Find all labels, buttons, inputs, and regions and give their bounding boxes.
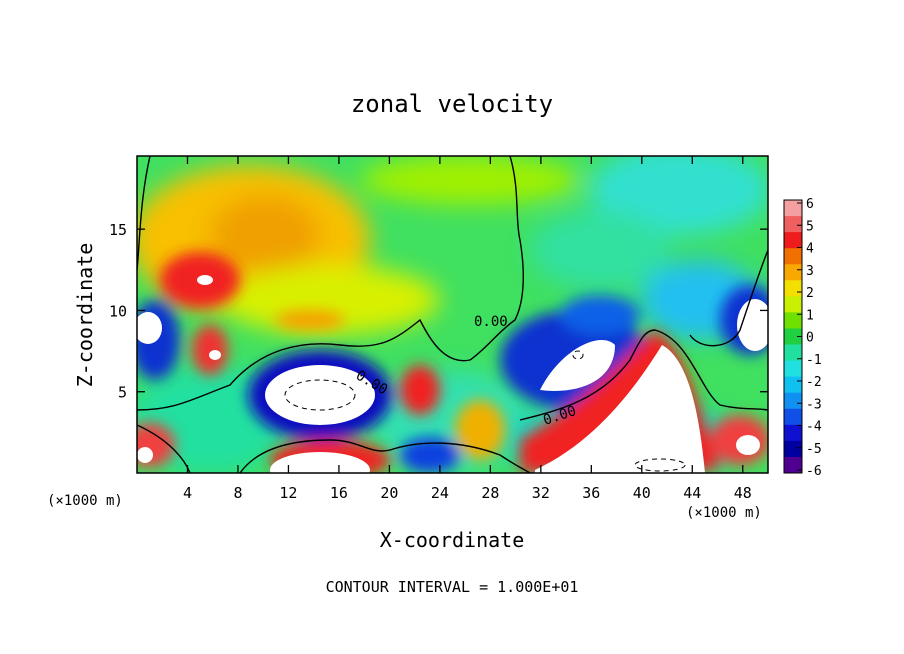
chart-title: zonal velocity <box>351 90 553 118</box>
colorbar-tick-label: 6 <box>806 197 814 212</box>
x-tick-label: 40 <box>633 484 651 502</box>
colorbar-swatch <box>784 200 802 217</box>
colorbar-tick-label: -6 <box>806 464 822 479</box>
x-tick-label: 48 <box>734 484 752 502</box>
colorbar-swatch <box>784 440 802 458</box>
y-tick-label: 10 <box>109 302 127 320</box>
x-tick-label: 8 <box>233 484 242 502</box>
colorbar-tick-label: -4 <box>806 420 822 435</box>
colorbar-tick-label: 0 <box>806 331 814 346</box>
x-tick-label: 44 <box>683 484 701 502</box>
colorbar-swatch <box>784 264 802 281</box>
colorbar-tick-label: 5 <box>806 219 814 234</box>
colorbar-swatch <box>784 376 802 394</box>
x-tick-label: 12 <box>279 484 297 502</box>
heatmap-field <box>137 156 768 473</box>
colorbar-swatch <box>784 328 802 346</box>
colorbar-swatch <box>784 344 802 362</box>
colorbar-swatch <box>784 360 802 378</box>
colorbar: 6 5 4 3 2 1 0 -1 -2 -3 -4 -5 -6 <box>783 197 822 479</box>
y-tick-label: 15 <box>109 221 127 239</box>
colorbar-tick-label: 3 <box>806 264 814 279</box>
colorbar-swatch <box>784 312 802 329</box>
colorbar-tick-label: 4 <box>806 242 814 257</box>
x-tick-label: 16 <box>330 484 348 502</box>
colorbar-swatch <box>784 392 802 410</box>
contour-label: 0.00 <box>474 314 508 330</box>
y-axis-label: Z-coordinate <box>73 243 97 388</box>
x-unit-label-right: (×1000 m) <box>686 505 762 521</box>
colorbar-swatch <box>784 296 802 313</box>
x-tick-label: 32 <box>532 484 550 502</box>
x-unit-label-left: (×1000 m) <box>47 493 123 509</box>
y-tick-label: 5 <box>118 384 127 402</box>
colorbar-tick-label: 1 <box>806 308 814 323</box>
colorbar-swatch <box>784 232 802 249</box>
colorbar-tick-label: -3 <box>806 397 822 412</box>
colorbar-tick-label: -1 <box>806 353 822 368</box>
colorbar-swatch <box>784 280 802 297</box>
colorbar-swatch <box>784 408 802 426</box>
contour-interval-footer: CONTOUR INTERVAL = 1.000E+01 <box>326 578 579 596</box>
colorbar-tick-label: 2 <box>806 286 814 301</box>
colorbar-swatch <box>784 216 802 233</box>
colorbar-swatch <box>784 456 802 474</box>
x-tick-label: 4 <box>183 484 192 502</box>
x-tick-label: 24 <box>431 484 449 502</box>
x-tick-label: 20 <box>380 484 398 502</box>
colorbar-tick-label: -2 <box>806 375 822 390</box>
plot-frame <box>136 155 769 474</box>
x-tick-label: 36 <box>582 484 600 502</box>
x-axis: 4 8 12 16 20 24 28 32 36 40 44 48 <box>183 156 752 502</box>
colorbar-tick-label: -5 <box>806 442 822 457</box>
colorbar-swatch <box>784 424 802 442</box>
colorbar-swatch <box>784 248 802 265</box>
x-tick-label: 28 <box>481 484 499 502</box>
y-axis: 5 10 15 <box>109 221 768 402</box>
x-axis-label: X-coordinate <box>380 528 525 552</box>
